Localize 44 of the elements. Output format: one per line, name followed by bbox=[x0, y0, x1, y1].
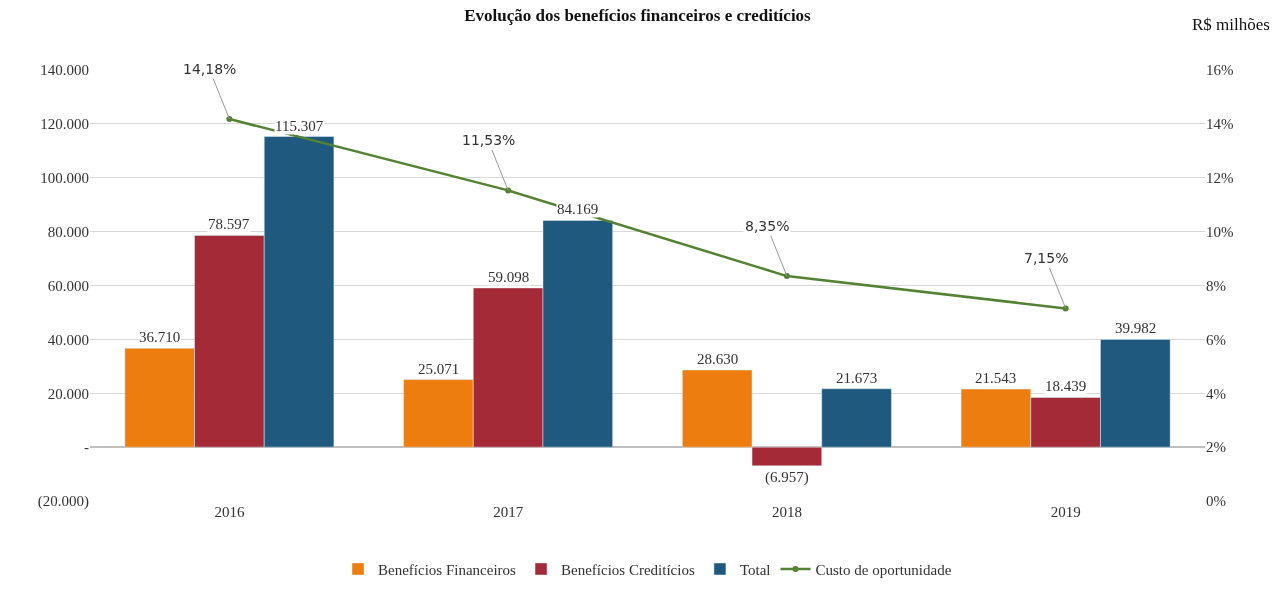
legend-label: Total bbox=[739, 561, 771, 578]
y-tick-label: 40.000 bbox=[47, 331, 89, 348]
y-tick-label: 60.000 bbox=[47, 277, 89, 294]
y-tick-label: (20.000) bbox=[37, 493, 89, 511]
data-label: 11,53% bbox=[462, 132, 516, 148]
y2-tick-label: 4% bbox=[1206, 385, 1226, 402]
y2-tick-label: 0% bbox=[1206, 493, 1226, 510]
data-label: 25.071 bbox=[418, 361, 460, 377]
x-tick-label: 2016 bbox=[214, 504, 245, 520]
y2-tick-label: 6% bbox=[1206, 331, 1226, 348]
y-tick-label: 100.000 bbox=[40, 170, 89, 186]
y2-tick-label: 12% bbox=[1206, 170, 1234, 186]
legend-label: Benefícios Financeiros bbox=[378, 561, 517, 578]
text: R$ milhões bbox=[1192, 15, 1270, 34]
x-tick-label: 2018 bbox=[771, 504, 802, 520]
data-label: 84.169 bbox=[557, 201, 599, 217]
y-tick-label: 80.000 bbox=[47, 223, 89, 240]
data-label: 39.982 bbox=[1115, 320, 1157, 336]
chart-title: Evolução dos benefícios financeiros e creditícios bbox=[464, 5, 812, 25]
y2-tick-label: 16% bbox=[1206, 62, 1234, 79]
data-label: 8,35% bbox=[745, 218, 790, 234]
y2-tick-label: 14% bbox=[1206, 116, 1234, 133]
data-label: 18.439 bbox=[1045, 378, 1087, 394]
data-label: 59.098 bbox=[488, 269, 530, 285]
data-label: 115.307 bbox=[275, 118, 324, 134]
y2-tick-label: 10% bbox=[1206, 223, 1234, 240]
data-label: 7,15% bbox=[1024, 250, 1069, 266]
data-label: 28.630 bbox=[697, 351, 739, 367]
y-tick-label: 120.000 bbox=[40, 116, 89, 133]
data-label: 36.710 bbox=[139, 329, 181, 345]
y2-tick-label: 2% bbox=[1206, 439, 1226, 456]
data-label: 14,18% bbox=[183, 61, 237, 77]
x-tick-label: 2017 bbox=[493, 504, 524, 520]
y-tick-label: 20.000 bbox=[47, 385, 89, 402]
y-tick-label: - bbox=[84, 439, 89, 456]
legend-label: Benefícios Creditícios bbox=[561, 561, 695, 578]
y-tick-label: 140.000 bbox=[40, 62, 89, 79]
data-label: 21.673 bbox=[836, 370, 878, 386]
data-label: (6.957) bbox=[765, 469, 809, 486]
y2-tick-label: 8% bbox=[1206, 277, 1226, 294]
data-label: 78.597 bbox=[208, 216, 250, 232]
legend-label: Custo de oportunidade bbox=[815, 561, 952, 578]
x-tick-label: 2019 bbox=[1050, 504, 1081, 520]
data-label: 21.543 bbox=[975, 370, 1017, 386]
